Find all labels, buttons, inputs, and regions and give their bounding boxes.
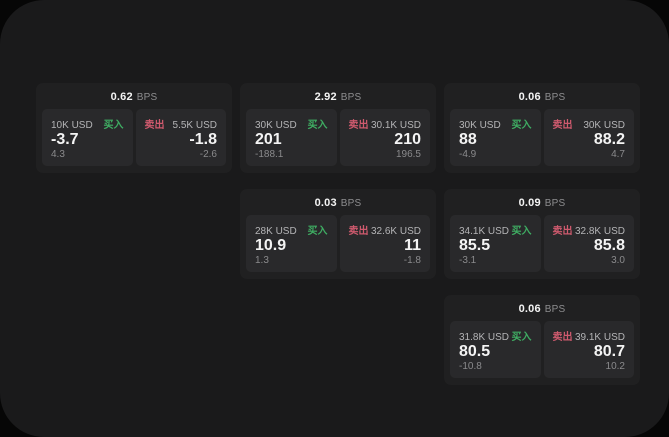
quote-card: 0.06 BPS 31.8K USD 买入 80.5 -10.8 卖出 39.1K… <box>444 295 640 385</box>
sell-quote[interactable]: 卖出 39.1K USD 80.7 10.2 <box>543 321 634 378</box>
buy-side-label: 买入 <box>103 120 124 131</box>
buy-quote[interactable]: 31.8K USD 买入 80.5 -10.8 <box>450 321 541 378</box>
sell-subvalue: 10.2 <box>605 361 625 372</box>
buy-size-label: 30K USD <box>459 120 501 131</box>
sell-size-label: 39.1K USD <box>574 332 625 343</box>
bps-header: 0.09 BPS <box>450 194 634 213</box>
buy-price: 88 <box>459 131 477 148</box>
sell-side-label: 卖出 <box>348 226 369 237</box>
sell-side-label: 卖出 <box>348 120 369 131</box>
buy-subvalue: -10.8 <box>459 361 482 372</box>
sell-quote[interactable]: 卖出 32.8K USD 85.8 3.0 <box>543 215 634 272</box>
sell-subvalue: -1.8 <box>403 255 421 266</box>
buy-subvalue: 4.3 <box>51 149 65 160</box>
bps-header: 2.92 BPS <box>246 88 430 107</box>
buy-subvalue: -4.9 <box>459 149 477 160</box>
bps-header: 0.06 BPS <box>450 300 634 319</box>
buy-side-label: 买入 <box>511 332 532 343</box>
sell-size-label: 30K USD <box>583 120 625 131</box>
bps-value: 2.92 <box>314 91 337 103</box>
sell-subvalue: 3.0 <box>611 255 625 266</box>
sell-side-label: 卖出 <box>144 120 165 131</box>
sell-price: 210 <box>394 131 421 148</box>
bps-value: 0.06 <box>518 91 541 103</box>
sell-side-label: 卖出 <box>552 120 573 131</box>
buy-size-label: 31.8K USD <box>459 332 510 343</box>
buy-subvalue: -3.1 <box>459 255 477 266</box>
buy-side-label: 买入 <box>307 226 328 237</box>
sell-quote[interactable]: 卖出 5.5K USD -1.8 -2.6 <box>135 109 226 166</box>
sell-quote[interactable]: 卖出 32.6K USD 11 -1.8 <box>339 215 430 272</box>
quote-card: 0.06 BPS 30K USD 买入 88 -4.9 卖出 30K USD 88… <box>444 83 640 173</box>
sell-subvalue: 196.5 <box>395 149 421 160</box>
sell-price: 88.2 <box>593 131 625 148</box>
buy-size-label: 28K USD <box>255 226 297 237</box>
bps-value: 0.03 <box>314 197 337 209</box>
bps-unit-label: BPS <box>544 198 566 209</box>
buy-subvalue: -188.1 <box>255 149 284 160</box>
bps-value: 0.06 <box>518 303 541 315</box>
buy-side-label: 买入 <box>511 120 532 131</box>
buy-price: 85.5 <box>459 237 491 254</box>
quote-card: 0.09 BPS 34.1K USD 买入 85.5 -3.1 卖出 32.8K … <box>444 189 640 279</box>
bps-unit-label: BPS <box>136 92 158 103</box>
sell-price: 80.7 <box>593 343 625 360</box>
bps-header: 0.62 BPS <box>42 88 226 107</box>
sell-quote[interactable]: 卖出 30K USD 88.2 4.7 <box>543 109 634 166</box>
sell-size-label: 32.8K USD <box>574 226 625 237</box>
sell-subvalue: 4.7 <box>611 149 625 160</box>
bps-header: 0.03 BPS <box>246 194 430 213</box>
sell-side-label: 卖出 <box>552 332 573 343</box>
buy-quote[interactable]: 28K USD 买入 10.9 1.3 <box>246 215 337 272</box>
bps-unit-label: BPS <box>340 198 362 209</box>
sell-price: 85.8 <box>593 237 625 254</box>
buy-side-label: 买入 <box>307 120 328 131</box>
sell-subvalue: -2.6 <box>199 149 217 160</box>
buy-side-label: 买入 <box>511 226 532 237</box>
bps-value: 0.09 <box>518 197 541 209</box>
buy-price: 10.9 <box>255 237 287 254</box>
buy-quote[interactable]: 10K USD 买入 -3.7 4.3 <box>42 109 133 166</box>
buy-size-label: 30K USD <box>255 120 297 131</box>
sell-side-label: 卖出 <box>552 226 573 237</box>
buy-price: -3.7 <box>51 131 79 148</box>
bps-unit-label: BPS <box>544 92 566 103</box>
bps-unit-label: BPS <box>340 92 362 103</box>
bps-unit-label: BPS <box>544 304 566 315</box>
buy-size-label: 10K USD <box>51 120 93 131</box>
sell-size-label: 32.6K USD <box>370 226 421 237</box>
quote-card: 2.92 BPS 30K USD 买入 201 -188.1 卖出 30.1K U… <box>240 83 436 173</box>
bps-header: 0.06 BPS <box>450 88 634 107</box>
buy-quote[interactable]: 30K USD 买入 201 -188.1 <box>246 109 337 166</box>
buy-quote[interactable]: 34.1K USD 买入 85.5 -3.1 <box>450 215 541 272</box>
buy-price: 201 <box>255 131 282 148</box>
buy-price: 80.5 <box>459 343 491 360</box>
sell-size-label: 5.5K USD <box>172 120 217 131</box>
quote-card: 0.62 BPS 10K USD 买入 -3.7 4.3 卖出 5.5K USD … <box>36 83 232 173</box>
buy-quote[interactable]: 30K USD 买入 88 -4.9 <box>450 109 541 166</box>
sell-quote[interactable]: 卖出 30.1K USD 210 196.5 <box>339 109 430 166</box>
buy-subvalue: 1.3 <box>255 255 269 266</box>
bps-value: 0.62 <box>110 91 133 103</box>
sell-price: 11 <box>404 237 421 254</box>
sell-size-label: 30.1K USD <box>370 120 421 131</box>
buy-size-label: 34.1K USD <box>459 226 510 237</box>
quote-card: 0.03 BPS 28K USD 买入 10.9 1.3 卖出 32.6K USD… <box>240 189 436 279</box>
sell-price: -1.8 <box>189 131 217 148</box>
